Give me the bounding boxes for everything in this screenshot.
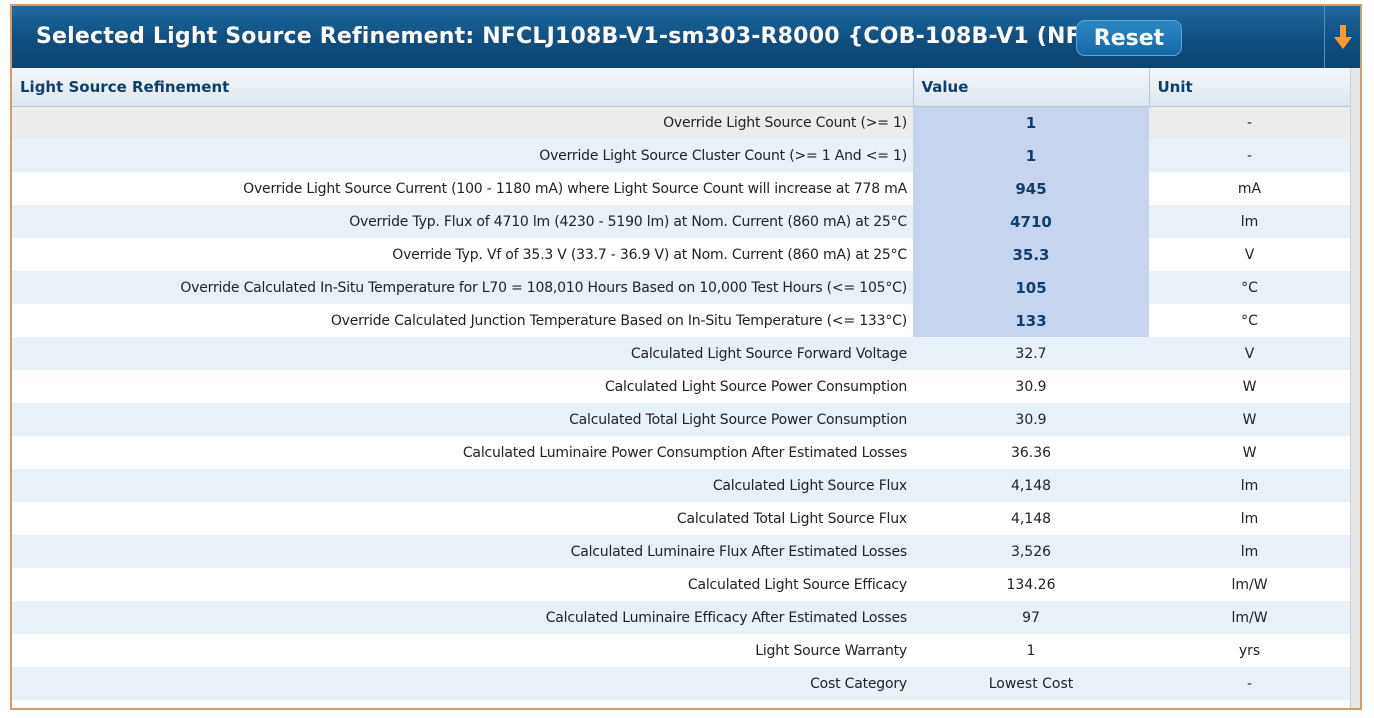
row-label: Override Calculated Junction Temperature…	[12, 304, 913, 337]
row-label: Cost Category	[12, 667, 913, 700]
value-input[interactable]: 35.3	[913, 238, 1149, 271]
table-row: Cost Category Lowest Cost -	[12, 667, 1350, 700]
row-label: Calculated Luminaire Power Consumption A…	[12, 436, 913, 469]
row-unit: W	[1149, 403, 1350, 436]
row-label: Override Light Source Cluster Count (>= …	[12, 139, 913, 172]
column-header-value[interactable]: Value	[913, 68, 1150, 107]
arrow-down-icon	[1334, 25, 1352, 49]
row-label: Calculated Total Light Source Flux	[12, 502, 913, 535]
column-header-refinement[interactable]: Light Source Refinement	[12, 68, 914, 107]
table-row: Calculated Luminaire Efficacy After Esti…	[12, 601, 1350, 634]
value-input[interactable]: 1	[913, 106, 1149, 139]
row-unit: W	[1149, 436, 1350, 469]
row-label: Calculated Luminaire Flux After Estimate…	[12, 535, 913, 568]
row-unit: yrs	[1149, 634, 1350, 667]
row-label: Calculated Light Source Power Consumptio…	[12, 370, 913, 403]
row-label: Override Typ. Vf of 35.3 V (33.7 - 36.9 …	[12, 238, 913, 271]
refinement-table-container: Light Source Refinement Value Unit Overr…	[12, 68, 1360, 708]
row-unit: lm	[1149, 469, 1350, 502]
row-unit: lm/W	[1149, 568, 1350, 601]
value-input[interactable]: 133	[913, 304, 1149, 337]
value-input[interactable]: 945	[913, 172, 1149, 205]
row-unit: lm	[1149, 205, 1350, 238]
row-value: 4,148	[913, 502, 1149, 535]
panel-header: Selected Light Source Refinement: NFCLJ1…	[12, 6, 1360, 68]
row-unit: °C	[1149, 304, 1350, 337]
row-unit: -	[1149, 667, 1350, 700]
row-value: 97	[913, 601, 1149, 634]
row-unit: lm	[1149, 535, 1350, 568]
light-source-refinement-panel: Selected Light Source Refinement: NFCLJ1…	[10, 4, 1362, 710]
row-label: Calculated Total Light Source Power Cons…	[12, 403, 913, 436]
row-label: Calculated Light Source Efficacy	[12, 568, 913, 601]
value-input[interactable]: 1	[913, 139, 1149, 172]
download-button[interactable]	[1324, 6, 1361, 68]
row-unit: lm	[1149, 502, 1350, 535]
row-unit: lm/W	[1149, 601, 1350, 634]
table-row: Light Source Warranty 1 yrs	[12, 634, 1350, 667]
row-value: 30.9	[913, 370, 1149, 403]
table-row: Override Light Source Count (>= 1) 1-	[12, 106, 1350, 139]
row-label: Override Light Source Count (>= 1)	[12, 106, 913, 139]
table-row: Override Calculated In-Situ Temperature …	[12, 271, 1350, 304]
row-value: Lowest Cost	[913, 667, 1149, 700]
vertical-scrollbar[interactable]	[1350, 68, 1360, 708]
row-label: Light Source Warranty	[12, 634, 913, 667]
row-unit: -	[1149, 106, 1350, 139]
table-row: Calculated Total Light Source Flux 4,148 l…	[12, 502, 1350, 535]
value-input[interactable]: 105	[913, 271, 1149, 304]
table-row: Override Light Source Cluster Count (>= …	[12, 139, 1350, 172]
row-unit: °C	[1149, 271, 1350, 304]
row-label: Override Typ. Flux of 4710 lm (4230 - 51…	[12, 205, 913, 238]
row-value: 36.36	[913, 436, 1149, 469]
row-unit: mA	[1149, 172, 1350, 205]
row-label: Calculated Light Source Forward Voltage	[12, 337, 913, 370]
table-row: Override Typ. Flux of 4710 lm (4230 - 51…	[12, 205, 1350, 238]
row-label: Override Calculated In-Situ Temperature …	[12, 271, 913, 304]
column-header-unit[interactable]: Unit	[1149, 68, 1351, 107]
table-row: Calculated Luminaire Flux After Estimate…	[12, 535, 1350, 568]
row-unit: V	[1149, 238, 1350, 271]
table-row: Override Light Source Current (100 - 118…	[12, 172, 1350, 205]
row-value: 30.9	[913, 403, 1149, 436]
row-value: 1	[913, 634, 1149, 667]
table-row: Calculated Light Source Efficacy 134.26 lm…	[12, 568, 1350, 601]
table-row: Calculated Light Source Power Consumptio…	[12, 370, 1350, 403]
reset-button[interactable]: Reset	[1076, 20, 1182, 56]
row-value: 134.26	[913, 568, 1149, 601]
row-unit: V	[1149, 337, 1350, 370]
row-label: Calculated Light Source Flux	[12, 469, 913, 502]
table-row: Override Typ. Vf of 35.3 V (33.7 - 36.9 …	[12, 238, 1350, 271]
table-row: Calculated Luminaire Power Consumption A…	[12, 436, 1350, 469]
row-unit: W	[1149, 370, 1350, 403]
value-input[interactable]: 4710	[913, 205, 1149, 238]
row-value: 4,148	[913, 469, 1149, 502]
panel-title: Selected Light Source Refinement: NFCLJ1…	[36, 24, 1124, 49]
row-value: 3,526	[913, 535, 1149, 568]
table-row: Override Calculated Junction Temperature…	[12, 304, 1350, 337]
table-header-row: Light Source Refinement Value Unit	[12, 68, 1351, 107]
row-unit: -	[1149, 139, 1350, 172]
row-label: Override Light Source Current (100 - 118…	[12, 172, 913, 205]
refinement-table: Light Source Refinement Value Unit Overr…	[12, 68, 1351, 700]
table-row: Calculated Total Light Source Power Cons…	[12, 403, 1350, 436]
row-label: Calculated Luminaire Efficacy After Esti…	[12, 601, 913, 634]
row-value: 32.7	[913, 337, 1149, 370]
table-row: Calculated Light Source Flux 4,148 lm	[12, 469, 1350, 502]
table-row: Calculated Light Source Forward Voltage 3…	[12, 337, 1350, 370]
